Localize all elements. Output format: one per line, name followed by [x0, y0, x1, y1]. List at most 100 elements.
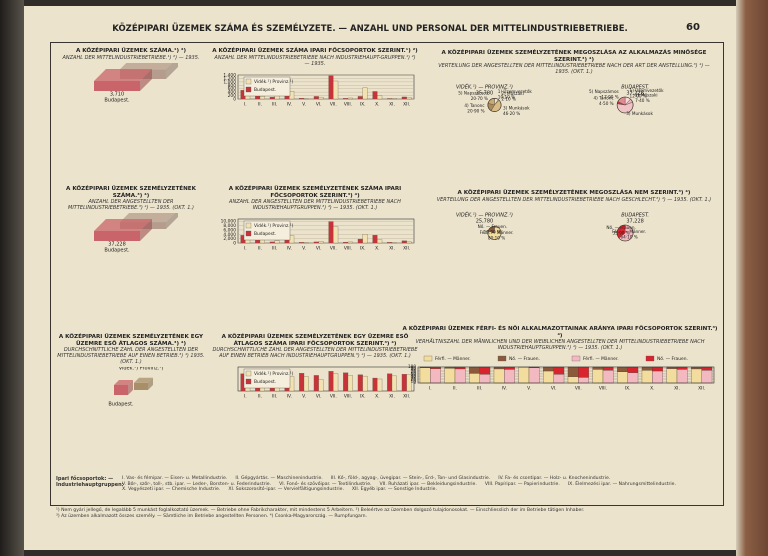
x-tick-label: VI. [316, 246, 322, 252]
x-tick-label: X. [375, 246, 379, 252]
x-tick-label: VI. [316, 101, 322, 107]
legend-label: Férfi. — Männer. [435, 355, 471, 362]
pie-total: 37,228 [626, 91, 644, 97]
y-tick-label: 4,000 [223, 232, 236, 238]
chart-svg: Vidék.¹) — Provinz.¹)Budapest.3,6003,710 [94, 62, 178, 103]
slice-label: 1) Üzemvezetők [630, 88, 665, 93]
pie-name: VIDÉK.¹) — PROVINZ.¹) [456, 83, 513, 91]
x-tick-label: IV. [287, 101, 292, 107]
slice-label: 5) Napszámos [458, 91, 488, 96]
block [114, 385, 128, 396]
chart-svg: I. II. III. IV. V. VI. VII. VIII. IX. X. XI. XII. Vi… [237, 367, 415, 400]
chart: A KÖZÉPIPARI ÜZEMEK SZEMÉLYZETÉNEK EGY Ü… [56, 334, 206, 472]
stacked-bar [641, 367, 653, 371]
stacked-bar [578, 367, 589, 378]
legend-label: Budapest. [254, 231, 276, 237]
x-tick-label: IV. [502, 386, 507, 392]
legend-swatch [245, 379, 252, 385]
x-tick-label: V. [302, 394, 306, 400]
x-tick-label: XII. [403, 101, 410, 107]
pie-outline [616, 224, 634, 242]
group-item: IV. Fa- és csontipar. — Holz- u. Knochen… [498, 476, 611, 481]
stacked-bar [479, 374, 491, 384]
group-item: XI. Sokszorosító-ipar. — Vervielfältigun… [228, 487, 344, 493]
x-tick-label: XII. [698, 386, 705, 392]
bar [391, 376, 397, 392]
block-side [148, 378, 153, 391]
x-tick-label: IX. [360, 246, 366, 252]
y-tick-label: 20 [411, 377, 417, 382]
y-tick-label: 0 [413, 380, 416, 385]
stacked-bar [627, 367, 639, 374]
chart-svg: Férfi. — Männer. Nő. — Frauen. Férfi. — Mä… [408, 355, 715, 392]
stacked-bar [617, 372, 628, 384]
groups: I. Vas- és fémipar. — Eisen- u. Metallin… [122, 476, 718, 493]
legend-swatch [245, 78, 252, 84]
category-label: Budapest. [108, 402, 134, 408]
x-tick-label: X. [375, 394, 379, 400]
y-tick-label: 100 [408, 364, 416, 369]
bar [377, 379, 383, 392]
stacked-bar [652, 367, 663, 372]
y-tick-label: 1,400 [223, 72, 236, 78]
bar [328, 221, 334, 244]
bar [269, 96, 275, 99]
legend-box [243, 369, 291, 389]
stacked-bar [567, 367, 579, 378]
stacked-bar [676, 369, 688, 384]
slice-value: 80·10 % [488, 235, 505, 240]
x-tick-label: IX. [625, 386, 631, 392]
x-tick-label: VII. [330, 394, 337, 400]
stacked-bar [479, 367, 491, 375]
y-tick-label: 600 [228, 86, 237, 92]
legend-box [243, 221, 291, 241]
group-item: X. Vegyészeti ipar. — Chemische Industri… [122, 487, 221, 493]
stacked-bar [553, 367, 565, 375]
slice-label: 5) Napszámos [589, 89, 619, 94]
slice-value: 64·10 % [620, 234, 637, 239]
bar [318, 96, 324, 99]
x-tick-label: III. [272, 394, 277, 400]
stacked-bar [469, 367, 480, 374]
x-tick-label: II. [258, 394, 262, 400]
y-tick-label: 800 [228, 82, 237, 88]
x-tick-label: VI. [316, 394, 322, 400]
category-label: Vidék.¹) Provinz.¹) [119, 367, 164, 371]
bar [406, 374, 412, 392]
bar [347, 375, 353, 392]
stacked-bar [666, 368, 678, 384]
stacked-bar [701, 367, 713, 371]
x-tick-label: VIII. [344, 101, 352, 107]
chart-subtitle: DURCHSCHNITTLICHE ZAHL DER ANGESTELLTEN … [57, 347, 205, 366]
chart: A KÖZÉPIPARI ÜZEMEK SZEMÉLYZETÉNEK MEGOS… [432, 190, 716, 320]
x-tick-label: II. [258, 246, 262, 252]
y-tick-label: 1,200 [223, 76, 236, 82]
chart-title: A KÖZÉPIPARI ÜZEMEK SZEMÉLYZETÉNEK EGY Ü… [221, 334, 409, 347]
stacked-bar [592, 367, 604, 370]
bar [387, 373, 393, 392]
slice-value: 35·90 % [612, 230, 629, 235]
block-top [134, 378, 153, 384]
stacked-bar [602, 367, 614, 371]
y-tick-label: 40 [411, 374, 417, 379]
pie-outline [487, 225, 502, 240]
y-tick-label: 2,000 [223, 237, 236, 243]
value-label: 37,228 [108, 242, 126, 248]
bar [372, 378, 378, 392]
x-tick-label: X. [650, 386, 654, 392]
bar [372, 91, 378, 99]
bar [328, 75, 334, 99]
stacked-bar [602, 370, 614, 384]
stacked-bar [430, 368, 441, 384]
block-side [166, 62, 178, 79]
x-tick-label: IV. [287, 394, 292, 400]
note: ³) Az üzemben alkalmazott összes személy… [56, 513, 368, 519]
bar [318, 241, 324, 244]
block [134, 383, 148, 391]
stacked-bar [701, 370, 713, 384]
y-tick-label: 30 [411, 376, 417, 381]
bar [259, 239, 265, 244]
block-top [114, 380, 133, 386]
stacked-bar [528, 368, 540, 384]
